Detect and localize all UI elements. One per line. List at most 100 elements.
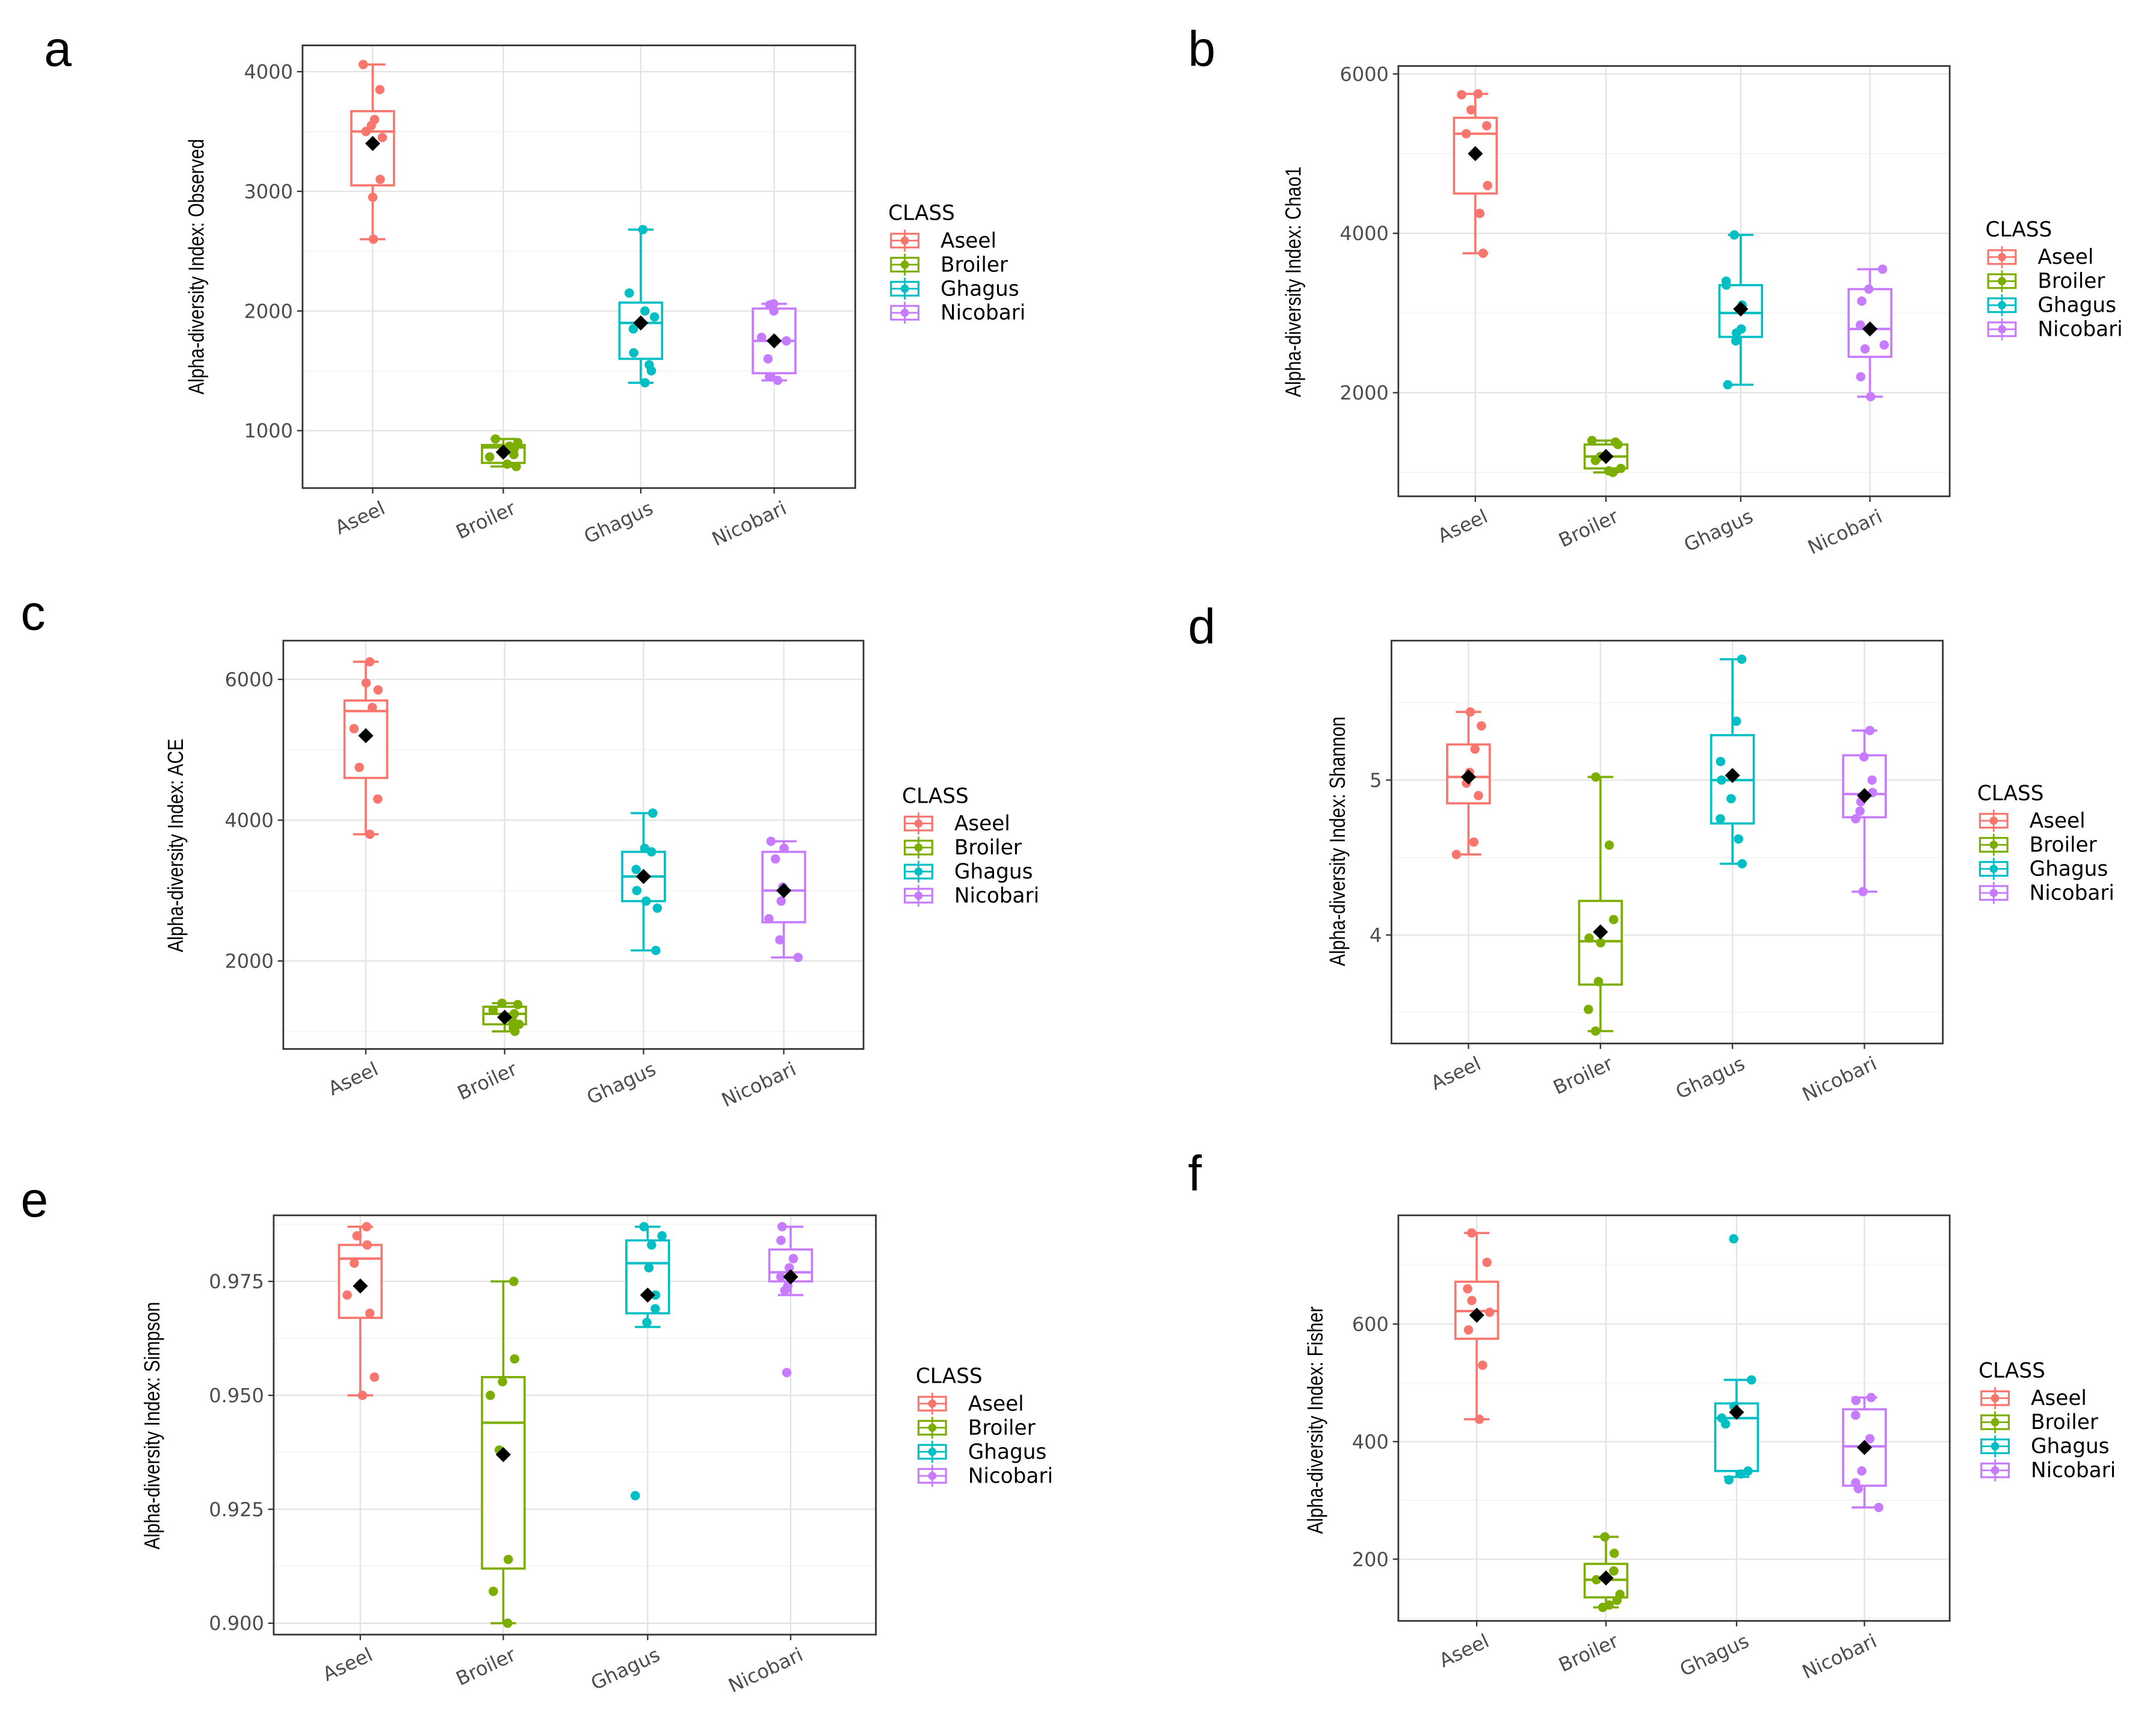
data-point [365, 829, 375, 839]
data-point [513, 999, 523, 1010]
data-point [640, 378, 650, 387]
data-point [1451, 850, 1462, 859]
legend-key-point [914, 867, 923, 876]
legend-key-point [914, 819, 923, 828]
legend-item-ghagus: Ghagus [1987, 294, 2116, 318]
data-point [775, 935, 785, 945]
legend-key-point [914, 843, 923, 852]
y-tick-label: 4000 [224, 809, 273, 832]
legend-item-broiler: Broiler [1978, 833, 2098, 857]
data-point [639, 1222, 649, 1232]
y-tick-label: 2000 [244, 300, 292, 323]
mean-marker [1725, 768, 1740, 783]
data-point [485, 452, 495, 462]
data-point [1865, 726, 1875, 735]
legend-label: Ghagus [2030, 857, 2108, 881]
legend-label: Aseel [2030, 809, 2086, 833]
data-point [365, 657, 375, 667]
data-point [784, 1263, 794, 1273]
mean-marker [1593, 924, 1608, 940]
data-point [354, 762, 364, 773]
data-point [648, 808, 658, 818]
data-point [766, 836, 776, 846]
data-point [1457, 90, 1466, 100]
panel-border [282, 640, 865, 1050]
data-point [1609, 1566, 1619, 1576]
panel-border [1397, 1214, 1951, 1622]
legend-key-point [1998, 301, 2006, 310]
data-point [509, 1009, 519, 1019]
data-point [375, 85, 385, 94]
legend-label: Aseel [968, 1392, 1024, 1416]
box-iqr [1842, 754, 1887, 819]
data-point [1469, 837, 1478, 847]
box-broiler [481, 434, 526, 472]
data-point [763, 354, 773, 364]
data-point [367, 703, 377, 712]
data-point [650, 1290, 661, 1300]
panel-letter: c [20, 585, 45, 640]
data-point [365, 1308, 375, 1318]
data-point [764, 372, 774, 381]
box-aseel [1453, 89, 1498, 258]
data-point [1865, 392, 1876, 402]
data-point [1877, 264, 1888, 274]
legend-label: Broiler [2037, 270, 2105, 294]
data-point [1466, 105, 1476, 115]
data-point [1857, 296, 1867, 306]
box-nicobari [752, 299, 797, 385]
legend-item-ghagus: Ghagus [904, 860, 1033, 884]
data-point [793, 952, 803, 963]
legend-item-aseel: Aseel [1978, 809, 2086, 833]
data-point [358, 60, 368, 69]
data-point [1743, 1466, 1753, 1476]
box-broiler [1578, 772, 1623, 1036]
data-point [1729, 1234, 1738, 1244]
y-tick-label: 4000 [244, 61, 292, 84]
data-point [1482, 1258, 1492, 1267]
data-point [1874, 1502, 1883, 1513]
data-point [1720, 1419, 1731, 1429]
panel-border [301, 45, 856, 489]
data-point [1616, 463, 1626, 474]
legend-item-nicobari: Nicobari [1987, 318, 2123, 342]
data-point [1724, 1475, 1734, 1485]
data-point [776, 1235, 786, 1245]
y-tick-label: 4000 [1340, 222, 1389, 245]
legend-item-ghagus: Ghagus [1980, 1434, 2110, 1458]
data-point [1722, 280, 1731, 290]
data-point [1858, 887, 1868, 897]
box-aseel [350, 60, 395, 244]
data-point [369, 1372, 380, 1382]
data-point [1466, 1228, 1477, 1238]
panel-letter: a [44, 22, 72, 77]
mean-marker [497, 1010, 513, 1025]
y-axis-title: Alpha-diversity Index: Simpson [140, 1302, 164, 1549]
y-tick-label: 400 [1352, 1430, 1389, 1453]
mean-marker [1460, 769, 1476, 785]
data-point [1866, 1392, 1876, 1403]
data-point [373, 685, 383, 695]
legend-item-aseel: Aseel [1987, 245, 2093, 270]
data-point [1477, 721, 1486, 731]
legend-key-point [928, 1400, 937, 1408]
y-tick-label: 200 [1352, 1548, 1389, 1571]
box-iqr [1578, 900, 1623, 986]
legend-key-point [900, 284, 909, 293]
data-point [1481, 121, 1492, 131]
data-point [769, 306, 779, 316]
mean-marker [1468, 146, 1483, 161]
data-point [632, 886, 642, 895]
data-point [1734, 834, 1743, 844]
legend-item-nicobari: Nicobari [917, 1464, 1053, 1488]
data-point [782, 336, 791, 346]
data-point [780, 1286, 789, 1295]
data-point [349, 1258, 359, 1268]
